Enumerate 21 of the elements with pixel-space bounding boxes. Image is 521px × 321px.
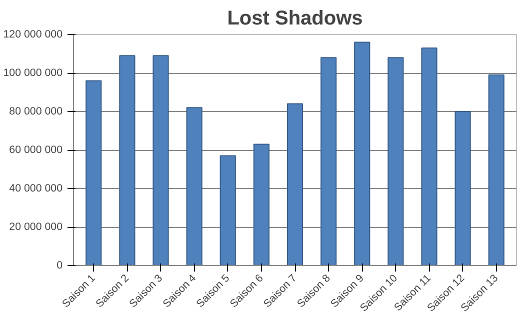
bar <box>119 55 136 266</box>
bar <box>220 155 236 266</box>
bar <box>152 55 169 266</box>
chart-title: Lost Shadows <box>227 8 363 30</box>
bar <box>286 103 304 266</box>
bar <box>186 107 202 266</box>
y-tick-label: 0 <box>56 260 63 272</box>
y-tick-label: 20 000 000 <box>9 221 63 233</box>
y-tick-label: 60 000 000 <box>9 144 63 156</box>
y-tick-label: 40 000 000 <box>9 182 63 194</box>
y-tick-label: 80 000 000 <box>9 106 63 118</box>
y-tick-label: 100 000 000 <box>3 67 63 79</box>
bar <box>421 47 438 266</box>
bar <box>320 57 337 266</box>
bar <box>86 80 102 266</box>
bar <box>354 42 370 266</box>
bar <box>488 74 504 266</box>
bar <box>253 144 270 266</box>
bar <box>454 111 471 266</box>
y-tick-label: 120 000 000 <box>3 28 63 40</box>
bar <box>388 57 404 266</box>
